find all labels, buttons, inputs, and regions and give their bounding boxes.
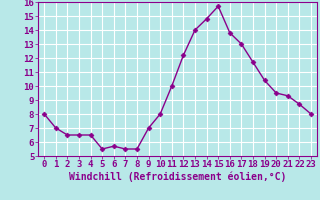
X-axis label: Windchill (Refroidissement éolien,°C): Windchill (Refroidissement éolien,°C) [69, 172, 286, 182]
